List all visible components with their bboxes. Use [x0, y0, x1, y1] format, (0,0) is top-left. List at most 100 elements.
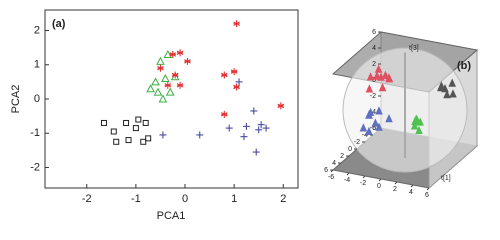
x-tick-label: -1: [131, 193, 141, 205]
x-tick-label: 0: [182, 193, 188, 205]
cone-marker: [448, 78, 456, 87]
x-tick: [394, 181, 398, 185]
cone-marker: [365, 84, 374, 93]
x-tick-label: 4: [409, 189, 413, 196]
cone-marker: [375, 122, 383, 131]
y-axis-title: PCA2: [10, 85, 22, 114]
y-tick-label: -4: [362, 132, 368, 139]
z-tick-label: 4: [372, 45, 376, 52]
asterisk-marker: [184, 57, 191, 65]
cone-marker: [373, 71, 381, 80]
square-marker: [142, 119, 149, 126]
cone-marker: [385, 114, 393, 123]
x-tick: [426, 187, 430, 191]
panel-label: (a): [52, 18, 66, 30]
z-tick-label: -4: [370, 109, 376, 116]
plus-marker: [257, 121, 265, 129]
square-marker: [100, 119, 107, 126]
z-axis-title: t[3]: [409, 45, 419, 52]
cone-marker: [371, 118, 380, 127]
asterisk-marker: [233, 20, 240, 28]
panel-label: (b): [457, 60, 471, 72]
y-tick-label: 6: [324, 167, 328, 174]
y-tick-label: -6: [370, 125, 376, 132]
cone-marker: [366, 72, 375, 81]
asterisk-marker: [169, 51, 177, 58]
cone-marker: [415, 125, 423, 134]
x-tick-label: 1: [231, 193, 237, 205]
x-tick-label: -4: [344, 177, 350, 184]
cone-marker: [412, 114, 420, 123]
y-tick-label: -2: [354, 139, 360, 146]
y-tick-label: 0: [34, 93, 40, 105]
triangle-marker: [156, 56, 165, 65]
asterisk-marker: [221, 71, 228, 79]
cone-marker: [449, 89, 457, 98]
square-marker: [145, 135, 152, 142]
x-tick-label: 2: [280, 193, 286, 205]
z-tick-label: -6: [370, 125, 376, 132]
z-tick-label: 2: [372, 61, 376, 68]
x-tick-label: -6: [328, 174, 334, 181]
cone-marker: [381, 70, 390, 79]
cone-marker: [385, 74, 394, 83]
asterisk-marker: [230, 68, 238, 76]
triangle-marker: [161, 73, 170, 82]
cone-marker: [375, 106, 383, 115]
cone-marker: [378, 83, 387, 92]
plus-marker: [225, 124, 233, 132]
x-tick-label: 6: [425, 192, 429, 199]
square-marker: [132, 125, 139, 132]
y-tick-label: 0: [348, 146, 352, 153]
y-tick-label: -1: [30, 127, 40, 139]
x-tick-label: 2: [393, 186, 397, 193]
asterisk-marker: [221, 110, 228, 118]
cone-marker: [437, 81, 446, 90]
cone-marker: [374, 64, 383, 73]
plus-marker: [250, 107, 258, 115]
square-marker: [125, 137, 132, 144]
x-axis-title: PCA1: [157, 210, 186, 222]
square-marker: [140, 138, 147, 145]
cone-marker: [359, 123, 368, 132]
x-tick-label: 0: [377, 183, 381, 190]
triangle-marker: [158, 94, 168, 103]
asterisk-marker: [233, 83, 240, 91]
plus-marker: [240, 133, 248, 141]
plus-marker: [252, 148, 260, 156]
plus-marker: [255, 126, 263, 134]
asterisk-marker: [176, 49, 184, 57]
triangle-marker: [153, 87, 163, 96]
asterisk-marker: [176, 81, 184, 89]
x-tick-label: -2: [360, 180, 366, 187]
x-tick: [346, 172, 350, 176]
plus-marker: [235, 78, 243, 86]
z-tick-label: 6: [372, 29, 376, 36]
asterisk-marker: [157, 64, 164, 72]
triangle-marker: [146, 84, 155, 93]
asterisk-marker: [277, 102, 285, 110]
triangle-marker: [163, 49, 173, 58]
cone-marker: [443, 90, 451, 99]
y-tick-label: 2: [340, 153, 344, 160]
y-tick-label: 4: [332, 160, 336, 167]
y-tick-label: 2: [34, 24, 40, 36]
x-tick: [378, 178, 382, 182]
cone-marker: [366, 107, 375, 116]
plus-marker: [159, 131, 167, 139]
square-marker: [113, 138, 120, 145]
asterisk-marker: [164, 81, 172, 89]
plot-frame: [44, 9, 299, 189]
plus-marker: [242, 122, 250, 130]
x-tick-label: -2: [82, 193, 92, 205]
x-tick: [410, 184, 414, 188]
cone-marker: [410, 121, 419, 130]
y-tick-label: -2: [30, 161, 40, 173]
x-tick: [362, 175, 366, 179]
z-tick-label: -2: [370, 93, 376, 100]
x-axis-title: t[1]: [441, 175, 451, 182]
square-marker: [135, 116, 142, 123]
triangle-marker: [165, 87, 175, 96]
plus-marker: [262, 124, 270, 132]
